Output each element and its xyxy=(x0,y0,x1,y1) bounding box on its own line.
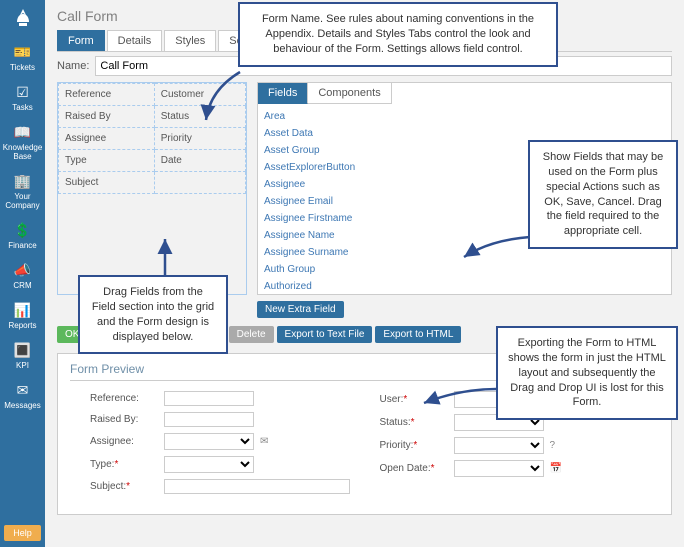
grid-cell[interactable]: Type xyxy=(59,150,155,172)
nav-item-reports[interactable]: 📊 Reports xyxy=(0,296,45,336)
preview-row: Reference: xyxy=(90,391,350,406)
main-panel: Call Form FormDetailsStylesSettings Name… xyxy=(45,0,684,547)
nav-label: Your Company xyxy=(2,192,43,210)
preview-input[interactable] xyxy=(164,391,254,406)
preview-input[interactable] xyxy=(454,460,544,477)
nav-label: Reports xyxy=(8,321,36,330)
preview-label: Subject:* xyxy=(90,481,160,492)
preview-input[interactable] xyxy=(164,412,254,427)
callout-right: Show Fields that may be used on the Form… xyxy=(528,140,678,249)
nav-item-finance[interactable]: 💲 Finance xyxy=(0,216,45,256)
grid-cell[interactable] xyxy=(154,172,245,194)
sidebar: 🎫 Tickets ☑ Tasks 📖 Knowledge Base 🏢 Your Compa… xyxy=(0,0,45,547)
nav-icon: 📊 xyxy=(14,302,31,319)
nav-icon: ✉ xyxy=(17,382,29,399)
preview-label: Assignee: xyxy=(90,436,160,447)
field-action-icon[interactable]: ? xyxy=(550,440,556,451)
preview-input[interactable] xyxy=(164,456,254,473)
preview-row: Open Date:* 📅 xyxy=(380,460,640,477)
nav-item-your-company[interactable]: 🏢 Your Company xyxy=(0,167,45,216)
nav-icon: 📖 xyxy=(14,124,31,141)
grid-cell[interactable]: Reference xyxy=(59,84,155,106)
arrow-left xyxy=(155,235,185,280)
arrow-right xyxy=(460,235,535,265)
nav-item-kpi[interactable]: 🔳 KPI xyxy=(0,336,45,376)
preview-label: Status:* xyxy=(380,417,450,428)
grid-cell[interactable]: Priority xyxy=(154,128,245,150)
tab-styles[interactable]: Styles xyxy=(164,30,216,51)
callout-left: Drag Fields from the Field section into … xyxy=(78,275,228,354)
nav-label: Tickets xyxy=(10,63,35,72)
tab-form[interactable]: Form xyxy=(57,30,105,51)
preview-label: Reference: xyxy=(90,393,160,404)
preview-label: Open Date:* xyxy=(380,463,450,474)
nav-icon: ☑ xyxy=(16,84,29,101)
nav-icon: 🎫 xyxy=(14,44,31,61)
field-action-icon[interactable]: ✉ xyxy=(260,436,268,447)
callout-bottom: Exporting the Form to HTML shows the for… xyxy=(496,326,678,420)
nav-label: KPI xyxy=(16,361,29,370)
nav-item-knowledge-base[interactable]: 📖 Knowledge Base xyxy=(0,118,45,167)
export-text-button[interactable]: Export to Text File xyxy=(277,326,373,343)
export-html-button[interactable]: Export to HTML xyxy=(375,326,461,343)
preview-label: Type:* xyxy=(90,459,160,470)
field-item[interactable]: Authorized xyxy=(264,278,665,294)
arrow-bottom xyxy=(420,385,500,410)
delete-button[interactable]: Delete xyxy=(229,326,274,343)
preview-row: Priority:*? xyxy=(380,437,640,454)
preview-row: Assignee: ✉ xyxy=(90,433,350,450)
preview-input[interactable] xyxy=(454,437,544,454)
grid-cell[interactable]: Assignee xyxy=(59,128,155,150)
nav-icon: 🏢 xyxy=(14,173,31,190)
field-item[interactable]: Area xyxy=(264,108,665,125)
nav-label: CRM xyxy=(13,281,31,290)
preview-input[interactable] xyxy=(164,479,350,494)
nav-item-tasks[interactable]: ☑ Tasks xyxy=(0,78,45,118)
nav-label: Finance xyxy=(8,241,36,250)
nav-icon: 🔳 xyxy=(14,342,31,359)
nav-item-tickets[interactable]: 🎫 Tickets xyxy=(0,38,45,78)
name-label: Name: xyxy=(57,60,89,72)
help-button[interactable]: Help xyxy=(4,525,41,541)
preview-row: Raised By: xyxy=(90,412,350,427)
field-action-icon[interactable]: 📅 xyxy=(550,463,562,474)
app-logo xyxy=(11,6,35,30)
preview-row: Type:* xyxy=(90,456,350,473)
grid-cell[interactable]: Subject xyxy=(59,172,155,194)
callout-top: Form Name. See rules about naming conven… xyxy=(238,2,558,67)
preview-input[interactable] xyxy=(164,433,254,450)
fields-tab-fields[interactable]: Fields xyxy=(258,83,308,104)
nav-label: Tasks xyxy=(12,103,32,112)
nav-label: Knowledge Base xyxy=(2,143,43,161)
tab-details[interactable]: Details xyxy=(107,30,163,51)
arrow-top xyxy=(200,70,250,125)
fields-tab-components[interactable]: Components xyxy=(308,83,391,104)
nav-icon: 💲 xyxy=(14,222,31,239)
nav-label: Messages xyxy=(4,401,40,410)
nav-item-messages[interactable]: ✉ Messages xyxy=(0,376,45,416)
grid-cell[interactable]: Raised By xyxy=(59,106,155,128)
new-extra-field-button[interactable]: New Extra Field xyxy=(257,301,344,318)
nav-icon: 📣 xyxy=(14,262,31,279)
grid-cell[interactable]: Date xyxy=(154,150,245,172)
preview-label: Raised By: xyxy=(90,414,160,425)
nav-item-crm[interactable]: 📣 CRM xyxy=(0,256,45,296)
preview-label: Priority:* xyxy=(380,440,450,451)
preview-row: Subject:* xyxy=(90,479,350,494)
